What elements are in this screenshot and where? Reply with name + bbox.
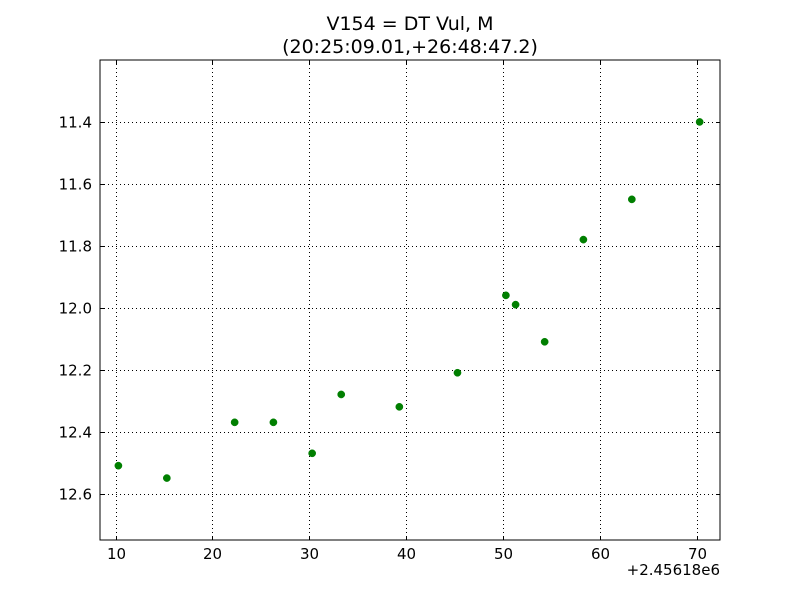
data-point: [453, 368, 462, 377]
data-point: [695, 118, 704, 126]
x-tick-labels: 10 20 30 40 50 60 70: [107, 545, 707, 563]
data-point: [579, 235, 588, 244]
chart-title: V154 = DT Vul, M: [326, 13, 493, 35]
x-tick-label: 10: [107, 545, 126, 563]
chart-subtitle: (20:25:09.01,+26:48:47.2): [282, 36, 538, 58]
data-point: [114, 461, 123, 470]
data-point: [269, 418, 278, 427]
x-tick-label: 60: [591, 545, 610, 563]
data-point: [162, 474, 171, 482]
x-tick-label: 30: [300, 545, 319, 563]
data-point: [308, 449, 317, 458]
data-point: [502, 291, 510, 300]
x-tick-label: 50: [494, 545, 513, 563]
y-tick-label: 11.8: [59, 238, 92, 256]
axes-frame: [99, 59, 721, 541]
y-tick-label: 12.4: [59, 424, 92, 442]
data-point: [540, 337, 549, 346]
data-points: [114, 118, 704, 482]
data-point: [627, 195, 636, 204]
y-tick-label: 12.2: [59, 362, 92, 380]
axis-ticks: [100, 60, 720, 540]
data-point: [511, 300, 520, 309]
x-tick-label: 70: [688, 545, 707, 563]
y-tick-label: 12.6: [59, 486, 92, 504]
y-tick-label: 11.4: [59, 114, 92, 132]
y-tick-label: 12.0: [59, 300, 92, 318]
y-tick-label: 11.6: [59, 176, 92, 194]
x-tick-label: 40: [397, 545, 416, 563]
grid: [100, 60, 720, 540]
x-axis-offset-label: +2.45618e6: [627, 561, 720, 579]
data-point: [337, 390, 346, 399]
x-tick-label: 20: [203, 545, 222, 563]
data-point: [230, 418, 239, 427]
y-tick-labels: 11.4 11.6 11.8 12.0 12.2 12.4 12.6: [59, 114, 92, 504]
data-point: [395, 402, 404, 411]
